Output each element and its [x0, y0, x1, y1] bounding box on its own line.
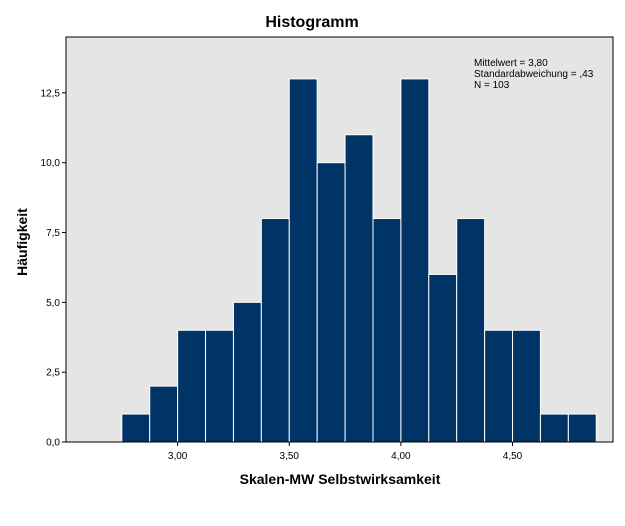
- histogram-bar-12: [456, 218, 486, 443]
- y-tick-label-4: 10,0: [41, 158, 61, 169]
- histogram-bar-6: [288, 78, 318, 443]
- histogram-bar-0: [121, 413, 151, 443]
- x-tick-label-1: 3,50: [280, 451, 300, 462]
- histogram-bar-10: [400, 78, 430, 443]
- y-tick-label-2: 5,0: [46, 298, 60, 309]
- histogram-bar-9: [372, 218, 402, 443]
- y-tick-label-0: 0,0: [46, 438, 60, 449]
- stats-n: N = 103: [474, 80, 510, 91]
- chart-title: Histogramm: [265, 14, 358, 31]
- x-tick-label-0: 3,00: [168, 451, 188, 462]
- stats-sd: Standardabweichung = ,43: [474, 69, 594, 80]
- y-tick-label-5: 12,5: [41, 88, 61, 99]
- stats-mean: Mittelwert = 3,80: [474, 58, 548, 69]
- histogram-bar-5: [260, 218, 290, 443]
- y-axis-label: Häufigkeit: [14, 208, 30, 276]
- histogram-bar-4: [232, 301, 262, 443]
- y-tick-label-3: 7,5: [46, 228, 60, 239]
- y-tick-label-1: 2,5: [46, 368, 60, 379]
- histogram-bar-13: [484, 329, 514, 443]
- histogram-bar-14: [512, 329, 541, 443]
- histogram-bar-11: [428, 273, 458, 443]
- histogram-bar-1: [149, 385, 179, 443]
- stats-box: Mittelwert = 3,80 Standardabweichung = ,…: [474, 58, 594, 91]
- histogram-bar-2: [177, 329, 207, 443]
- histogram-bar-3: [205, 329, 234, 443]
- x-tick-label-3: 4,50: [503, 451, 523, 462]
- x-tick-label-2: 4,00: [391, 451, 411, 462]
- histogram-bar-7: [316, 162, 346, 443]
- histogram-bar-8: [344, 134, 374, 443]
- histogram-bar-16: [567, 413, 597, 443]
- histogram-bar-15: [539, 413, 569, 443]
- x-axis-label: Skalen-MW Selbstwirksamkeit: [240, 471, 441, 487]
